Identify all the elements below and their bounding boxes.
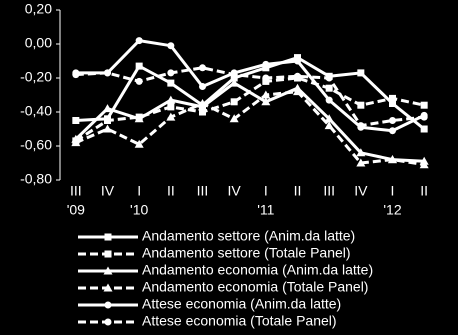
marker [356, 148, 366, 157]
marker [230, 98, 238, 106]
marker [357, 69, 365, 77]
marker [389, 127, 396, 135]
x-tick-label: IV [228, 183, 242, 199]
marker [134, 139, 144, 148]
marker [294, 72, 301, 80]
series [71, 87, 429, 169]
marker [167, 79, 175, 87]
marker [325, 84, 333, 92]
legend-marker [104, 318, 112, 326]
y-tick-label: -0,80 [20, 171, 52, 187]
marker [199, 64, 206, 72]
marker [167, 103, 175, 111]
marker [135, 77, 143, 85]
marker [324, 121, 334, 130]
marker [324, 114, 334, 123]
x-tick-label: III [323, 183, 335, 199]
y-tick-label: -0,40 [20, 103, 52, 119]
marker [167, 42, 175, 50]
legend-label: Attese economia (Totale Panel) [142, 313, 337, 329]
marker [167, 69, 175, 77]
marker [261, 90, 271, 99]
marker [262, 74, 270, 82]
marker [356, 158, 366, 167]
marker [388, 155, 397, 164]
marker [134, 114, 144, 123]
line [75, 90, 425, 167]
marker [103, 104, 112, 113]
legend-label: Andamento settore (Anim.da latte) [142, 228, 355, 244]
marker [293, 87, 302, 96]
y-tick-label: 0,00 [25, 35, 52, 51]
marker [294, 57, 301, 65]
marker [198, 99, 207, 107]
line [75, 66, 425, 128]
marker [389, 100, 396, 107]
marker [166, 95, 176, 104]
x-tick-label: I [137, 183, 141, 199]
marker [229, 78, 239, 87]
marker [104, 69, 111, 77]
marker [420, 101, 428, 109]
legend-marker [104, 301, 112, 309]
marker [103, 124, 112, 133]
x-tick-label: IV [354, 183, 368, 199]
line [75, 38, 425, 133]
marker [389, 117, 396, 124]
marker [135, 62, 143, 70]
marker [325, 96, 333, 104]
marker [357, 101, 365, 109]
x-tick-label: I [391, 183, 395, 199]
marker [229, 114, 239, 123]
y-tick-label: -0,20 [20, 69, 52, 85]
marker [72, 71, 80, 79]
line [75, 55, 426, 131]
legend-label: Andamento settore (Totale Panel) [142, 245, 351, 261]
legend-label: Andamento economia (Totale Panel) [142, 279, 368, 295]
marker [261, 97, 271, 106]
x-year-label: '10 [130, 202, 148, 218]
x-year-label: '11 [257, 202, 274, 218]
line [74, 81, 425, 163]
marker [325, 74, 333, 82]
marker [420, 125, 428, 133]
x-year-label: '09 [67, 202, 85, 218]
legend-label: Andamento economia (Anim.da latte) [142, 262, 373, 278]
marker [166, 112, 176, 121]
x-tick-label: II [294, 183, 302, 199]
y-tick-label: 0,20 [25, 1, 52, 17]
x-tick-label: I [264, 183, 268, 199]
y-tick-label: -0,60 [20, 137, 52, 153]
x-tick-label: II [167, 183, 175, 199]
x-tick-label: II [420, 183, 428, 199]
marker [419, 160, 429, 169]
legend-label: Attese economia (Anim.da latte) [142, 296, 341, 312]
legend-marker [103, 266, 113, 275]
legend-marker [103, 283, 113, 292]
series [72, 64, 428, 130]
marker [135, 37, 143, 45]
marker [72, 117, 80, 124]
marker [71, 138, 81, 147]
legend-marker [104, 250, 112, 258]
marker [262, 60, 270, 68]
marker [104, 117, 111, 124]
marker [357, 122, 365, 130]
x-tick-label: IV [101, 183, 115, 199]
marker [199, 83, 206, 90]
x-tick-label: III [197, 183, 209, 199]
marker [420, 113, 428, 121]
x-year-label: '12 [383, 202, 401, 218]
marker [199, 108, 206, 116]
marker [230, 71, 238, 79]
x-tick-label: III [70, 183, 82, 199]
marker [389, 94, 396, 102]
legend-marker [104, 233, 112, 241]
